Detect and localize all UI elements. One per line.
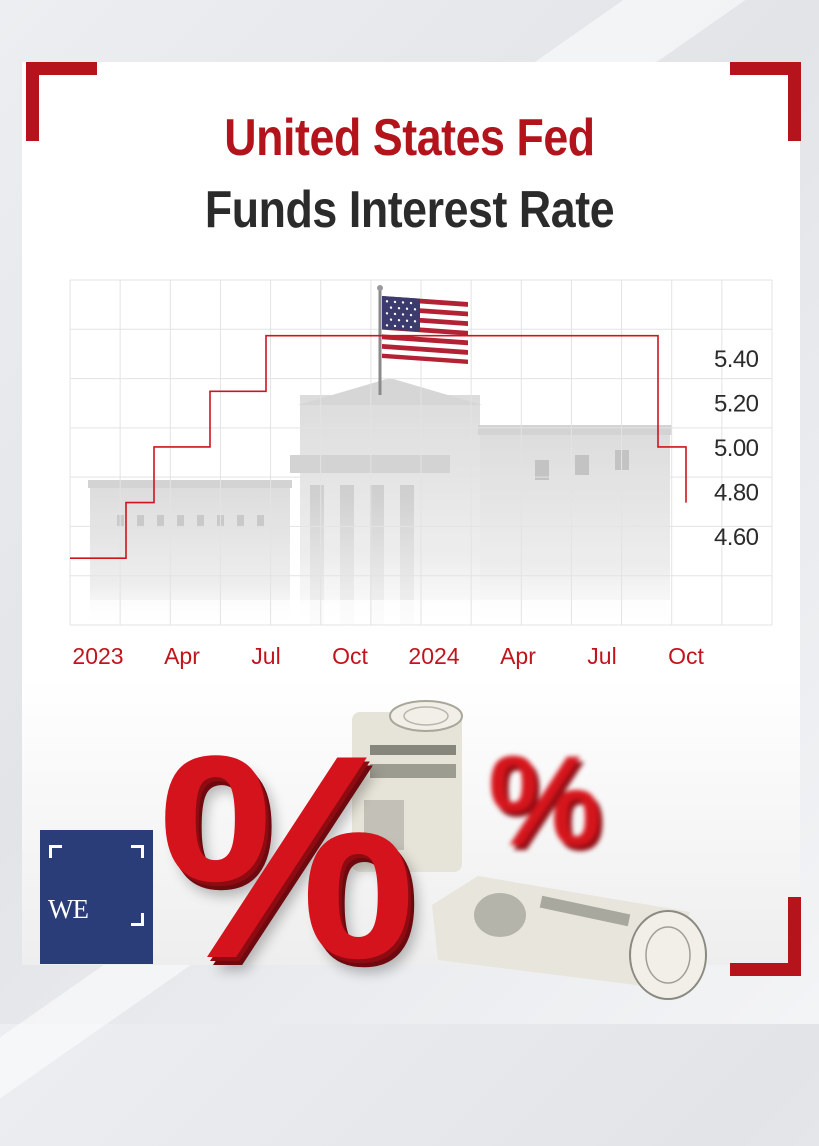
x-tick-label: 2024 <box>408 643 459 669</box>
dollar-bill-roll-upright <box>352 700 463 872</box>
rate-step-line <box>70 334 687 560</box>
percent-symbol-large: % <box>158 695 416 1019</box>
corner-bracket-top-right <box>730 62 801 141</box>
x-tick-label: Jul <box>587 643 616 669</box>
x-tick-label: Jul <box>251 643 280 669</box>
percent-symbol-small: % <box>488 730 602 873</box>
y-tick-label: 5.20 <box>714 390 759 417</box>
chart-grid <box>69 279 773 626</box>
y-tick-label: 4.80 <box>714 479 759 506</box>
x-tick-label: Apr <box>164 643 200 669</box>
logo-corner <box>131 913 144 926</box>
logo-corner <box>49 845 62 858</box>
title-line-2: Funds Interest Rate <box>204 181 615 239</box>
corner-bracket-top-left <box>26 62 97 141</box>
x-tick-label: Oct <box>668 643 704 669</box>
x-tick-label: Apr <box>500 643 536 669</box>
logo-corner <box>131 845 144 858</box>
corner-bracket-bottom-right <box>730 897 801 976</box>
y-tick-label: 4.60 <box>714 524 759 551</box>
brand-logo: WE <box>40 830 153 964</box>
title-line-1: United States Fed <box>224 109 595 167</box>
y-tick-label: 5.40 <box>714 346 759 373</box>
federal-reserve-building-illustration <box>70 378 770 630</box>
y-tick-label: 5.00 <box>714 435 759 462</box>
brand-mark: WE <box>48 894 89 924</box>
x-axis-ticks: 2023 Apr Jul Oct 2024 Apr Jul Oct <box>72 643 704 669</box>
rate-chart: 5.40 5.20 5.00 4.80 4.60 2023 Apr Jul Oct 2024 Ap… <box>69 279 773 1000</box>
y-axis-ticks: 5.40 5.20 5.00 4.80 4.60 <box>714 346 759 551</box>
dollar-bill-roll-lying <box>432 876 707 1000</box>
american-flag-illustration <box>377 285 468 395</box>
x-tick-label: 2023 <box>72 643 123 669</box>
x-tick-label: Oct <box>332 643 368 669</box>
